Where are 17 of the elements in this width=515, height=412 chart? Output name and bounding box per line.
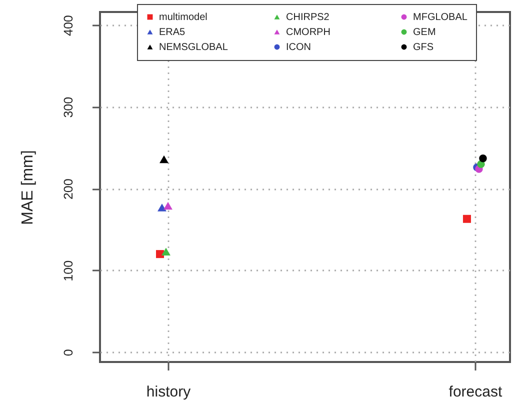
y-tick-label: 0 xyxy=(62,349,76,356)
y-tick-label: 300 xyxy=(62,96,76,118)
legend-label: ERA5 xyxy=(159,27,186,38)
legend-label: MFGLOBAL xyxy=(413,12,468,23)
legend-label: CMORPH xyxy=(286,27,330,38)
legend-label: CHIRPS2 xyxy=(286,12,330,23)
x-tick-label: forecast xyxy=(448,384,503,400)
y-tick-label: 200 xyxy=(62,178,76,200)
legend-label: NEMSGLOBAL xyxy=(159,42,228,53)
x-tick-label: history xyxy=(146,384,192,400)
y-tick-label: 100 xyxy=(62,260,76,282)
legend-label: GFS xyxy=(413,42,434,53)
y-tick-label: 400 xyxy=(62,15,76,36)
legend-label: multimodel xyxy=(159,12,208,23)
legend-label: GEM xyxy=(413,27,436,38)
legend-label: ICON xyxy=(286,42,311,53)
y-axis-title: MAE [mm] xyxy=(20,150,36,225)
